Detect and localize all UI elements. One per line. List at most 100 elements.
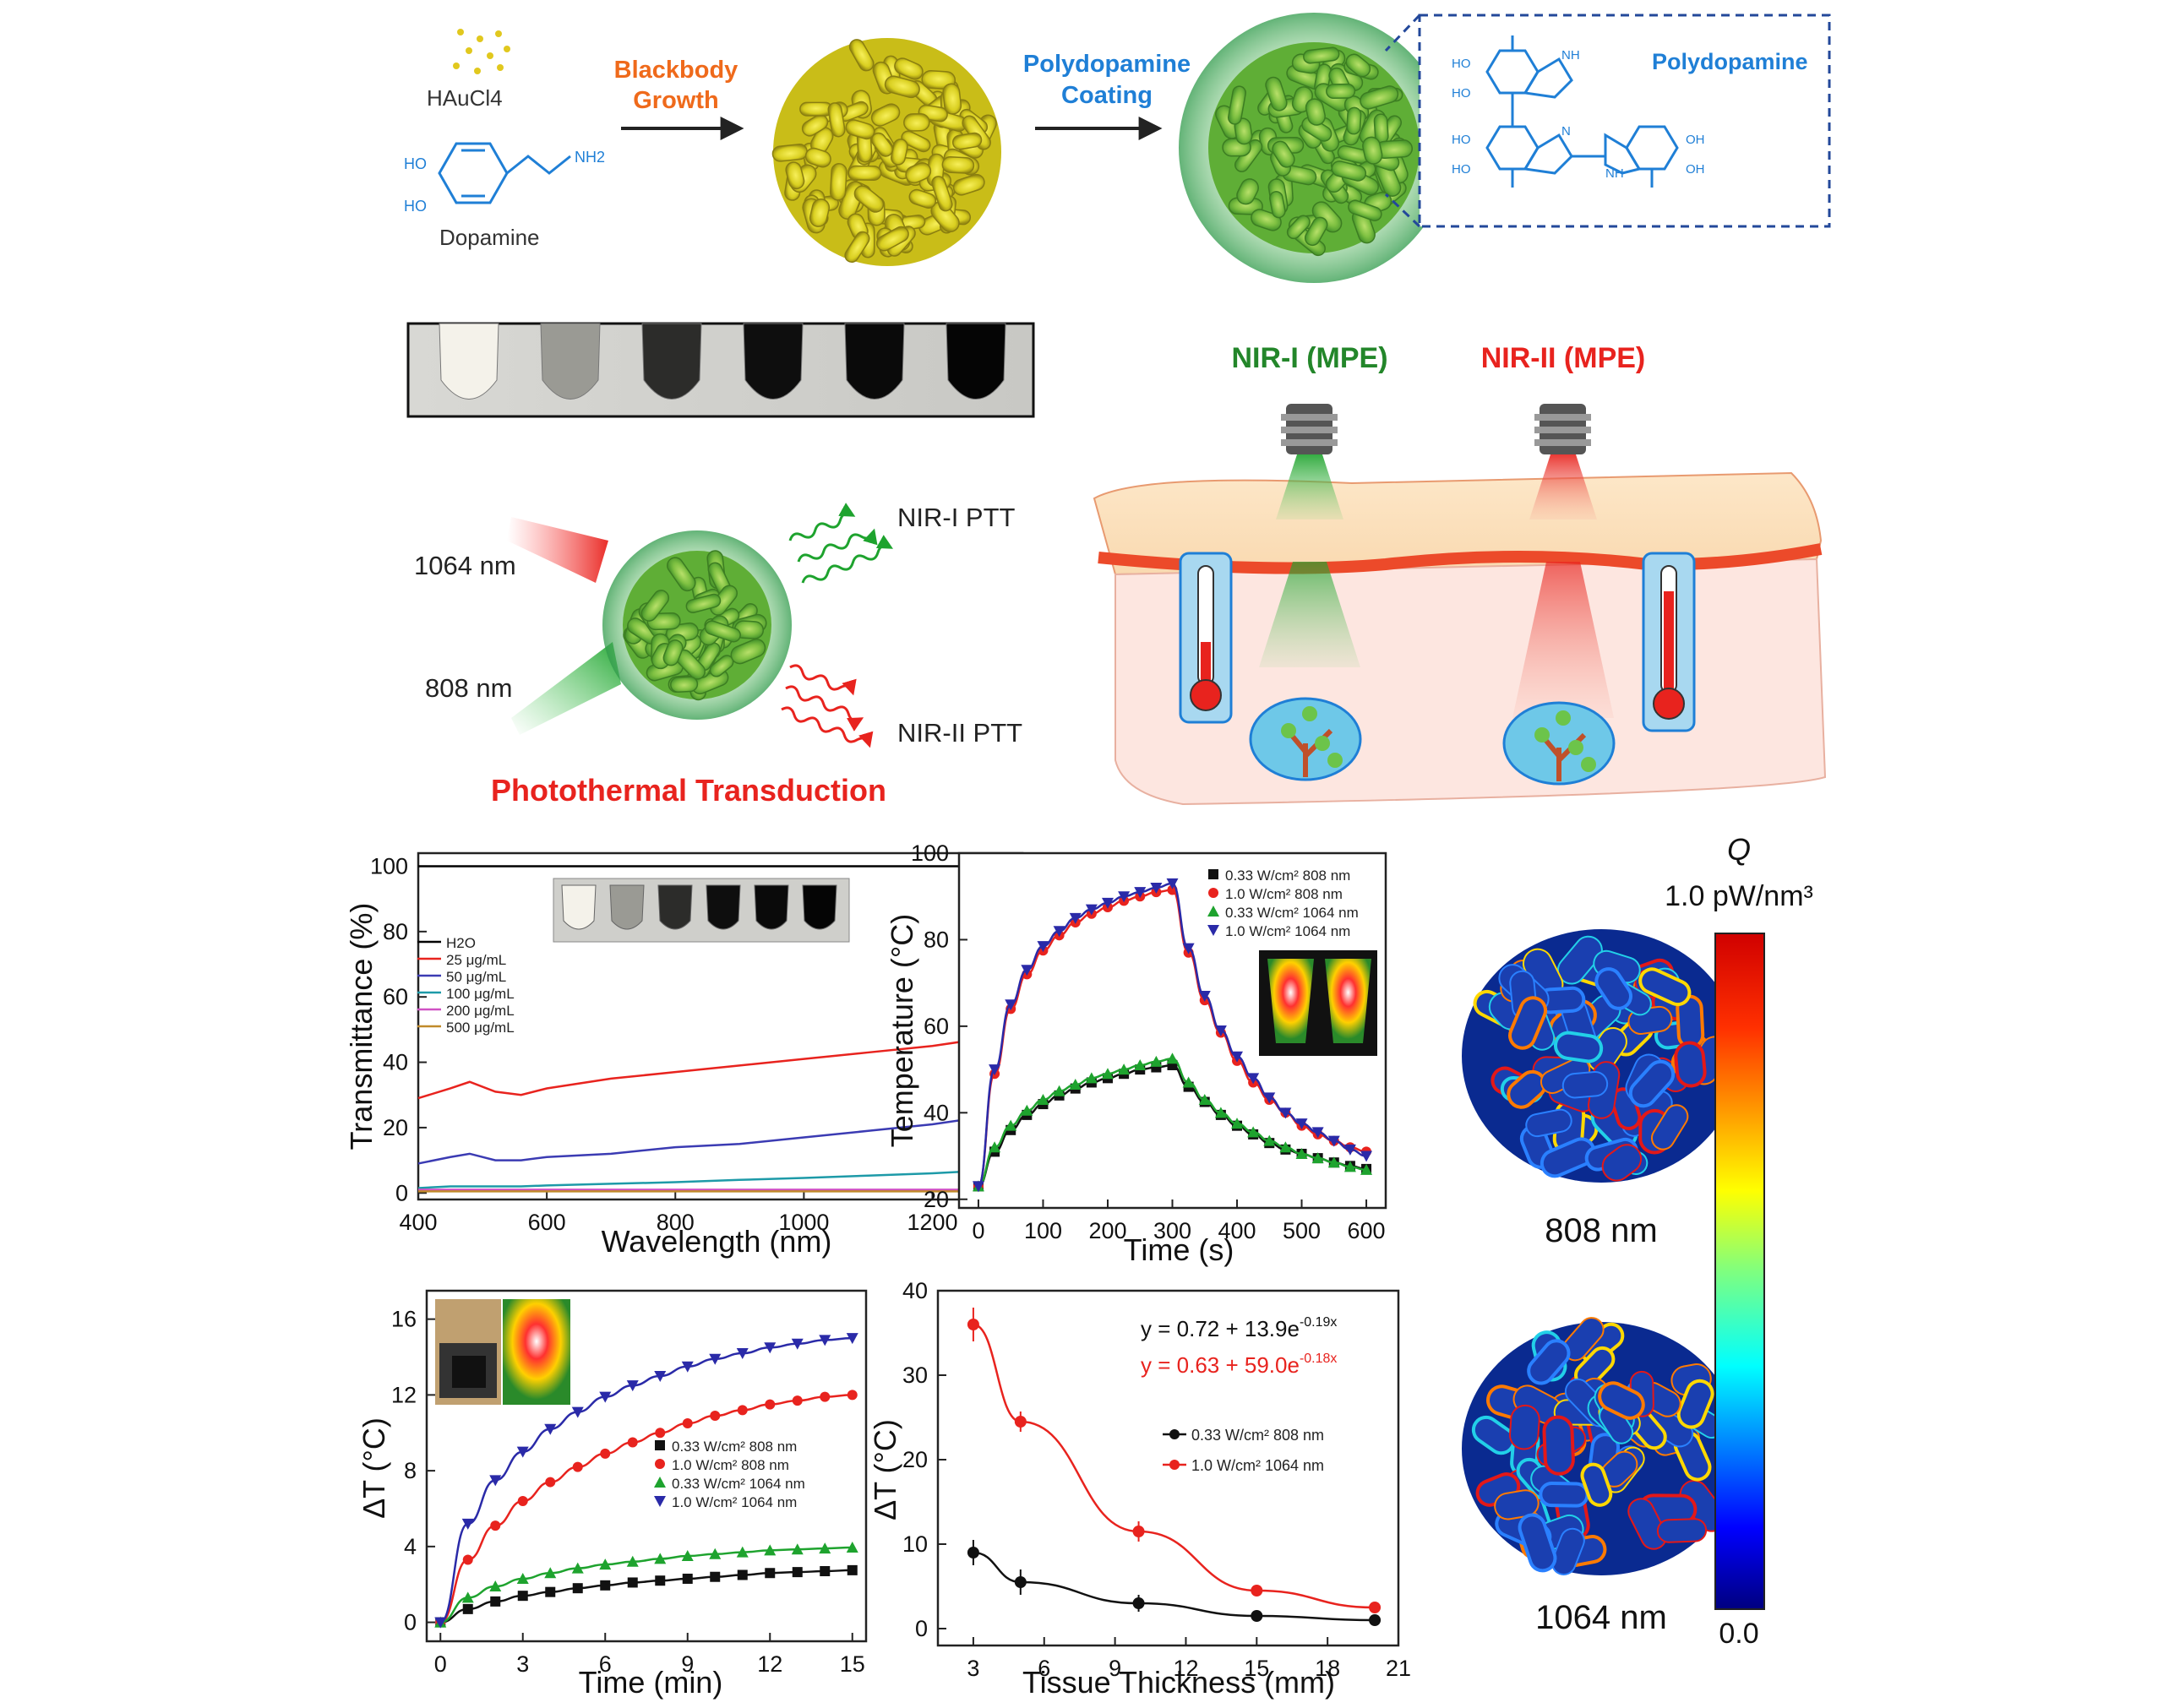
data-point bbox=[544, 1423, 557, 1435]
data-point bbox=[654, 1496, 666, 1507]
legend-label: 500 μg/mL bbox=[446, 1020, 515, 1036]
data-point bbox=[1231, 1118, 1244, 1129]
nanorod bbox=[640, 590, 670, 622]
data-point bbox=[1053, 926, 1065, 938]
data-point bbox=[1037, 1093, 1049, 1105]
y-tick-label: 40 bbox=[383, 1050, 408, 1075]
delta-t-thickness-legend: 0.33 W/cm² 808 nm 1.0 W/cm² 1064 nm bbox=[1163, 1427, 1324, 1474]
data-point bbox=[516, 1446, 529, 1458]
data-point bbox=[819, 1542, 831, 1554]
inset-tube bbox=[609, 884, 645, 930]
field-rod bbox=[1594, 967, 1632, 1010]
nanorod bbox=[1326, 83, 1356, 100]
inset-tube bbox=[657, 884, 693, 930]
delta-t-thickness-xlabel: Tissue Thickness (mm) bbox=[1022, 1665, 1335, 1700]
nanorod bbox=[847, 165, 882, 181]
step1-line2: Growth bbox=[633, 87, 719, 114]
legend-label: 0.33 W/cm² 1064 nm bbox=[672, 1476, 805, 1492]
transmittance-inset-photo bbox=[553, 878, 850, 943]
data-point bbox=[1021, 1104, 1033, 1116]
chart-delta-t-time: 0 3 6 9 12 15 0 4 8 12 16 0.33 W/cm² 808 nm 1.0 W/c… bbox=[357, 1289, 868, 1700]
data-point bbox=[847, 1564, 858, 1575]
data-point bbox=[1069, 1079, 1082, 1091]
nir2-mpe-label: NIR-II (MPE) bbox=[1481, 342, 1646, 374]
data-point bbox=[545, 1586, 556, 1597]
data-point bbox=[1014, 1416, 1027, 1428]
data-point bbox=[764, 1342, 777, 1354]
data-point bbox=[1295, 1147, 1308, 1159]
data-point bbox=[517, 1591, 528, 1602]
data-point bbox=[765, 1399, 776, 1410]
legend-label: 0.33 W/cm² 1064 nm bbox=[1225, 905, 1359, 921]
step2-line1: Polydopamine bbox=[1023, 51, 1191, 78]
data-point bbox=[820, 1566, 831, 1576]
transmittance-xlabel: Wavelength (nm) bbox=[602, 1224, 832, 1259]
nanorod bbox=[809, 198, 831, 227]
data-point bbox=[545, 1477, 556, 1488]
data-point bbox=[600, 1448, 611, 1459]
data-point bbox=[764, 1544, 777, 1556]
pda-ho-2: HO bbox=[1452, 86, 1471, 101]
data-point bbox=[709, 1353, 722, 1365]
dopamine-oh-2: HO bbox=[404, 198, 427, 215]
data-point bbox=[1208, 869, 1218, 879]
data-point bbox=[599, 1391, 612, 1403]
data-point bbox=[1118, 1063, 1131, 1075]
tube bbox=[844, 323, 905, 400]
data-point bbox=[1132, 1597, 1145, 1609]
data-point bbox=[1369, 1614, 1382, 1626]
nanorod bbox=[1286, 215, 1311, 240]
data-point bbox=[1021, 965, 1033, 976]
nanorod bbox=[876, 226, 909, 252]
fit-eq-black-exponent: -0.19x bbox=[1300, 1315, 1337, 1330]
x-tick-label: 12 bbox=[757, 1651, 782, 1677]
inset-tube bbox=[561, 884, 597, 930]
data-point bbox=[1101, 1068, 1114, 1080]
field-map-1064-label: 1064 nm bbox=[1535, 1599, 1667, 1636]
nir2-ptt-waves bbox=[781, 664, 874, 748]
y-tick-label: 60 bbox=[383, 984, 408, 1009]
data-point bbox=[1182, 1076, 1195, 1088]
data-point bbox=[434, 1617, 447, 1629]
data-point bbox=[571, 1562, 584, 1574]
data-point bbox=[791, 1338, 804, 1350]
data-point bbox=[1207, 906, 1219, 917]
x-tick-label: 400 bbox=[1218, 1218, 1256, 1243]
y-tick-label: 60 bbox=[924, 1014, 949, 1039]
x-tick-label: 0 bbox=[434, 1651, 447, 1677]
data-point bbox=[736, 1546, 749, 1558]
data-point bbox=[736, 1348, 749, 1360]
dopamine-structure bbox=[438, 142, 571, 204]
nanorod bbox=[771, 144, 808, 162]
pda-oh-2: OH bbox=[1686, 162, 1705, 177]
x-tick-label: 18 bbox=[1315, 1656, 1340, 1681]
data-point bbox=[1150, 1055, 1163, 1067]
nanorod bbox=[1360, 85, 1399, 110]
nir1-beam-lower bbox=[1259, 562, 1360, 667]
data-point bbox=[1231, 1051, 1244, 1063]
data-point bbox=[655, 1575, 666, 1586]
data-point bbox=[1214, 1025, 1227, 1036]
data-point bbox=[1037, 941, 1049, 953]
nanorod bbox=[921, 69, 956, 90]
data-point bbox=[1251, 1610, 1263, 1622]
data-point bbox=[1311, 1127, 1324, 1139]
legend-label: 0.33 W/cm² 808 nm bbox=[1225, 868, 1350, 884]
legend-label: 1.0 W/cm² 808 nm bbox=[1225, 886, 1343, 902]
data-point bbox=[600, 1580, 611, 1591]
colorbar-top-label: 1.0 pW/nm³ bbox=[1665, 880, 1813, 912]
data-point bbox=[1134, 887, 1147, 899]
data-point bbox=[791, 1543, 804, 1555]
data-point bbox=[1295, 1118, 1308, 1130]
data-point bbox=[654, 1477, 666, 1488]
nir1-beam-upper bbox=[1276, 454, 1343, 519]
data-point bbox=[1263, 1134, 1276, 1146]
field-rod bbox=[1525, 1108, 1572, 1138]
legend-label: 200 μg/mL bbox=[446, 1003, 515, 1019]
legend-label: 1.0 W/cm² 1064 nm bbox=[1191, 1457, 1324, 1474]
laser-beam-808 bbox=[511, 642, 621, 735]
data-point bbox=[846, 1541, 858, 1553]
field-rod bbox=[1656, 1518, 1708, 1543]
data-point bbox=[792, 1567, 803, 1578]
data-point bbox=[682, 1418, 693, 1429]
